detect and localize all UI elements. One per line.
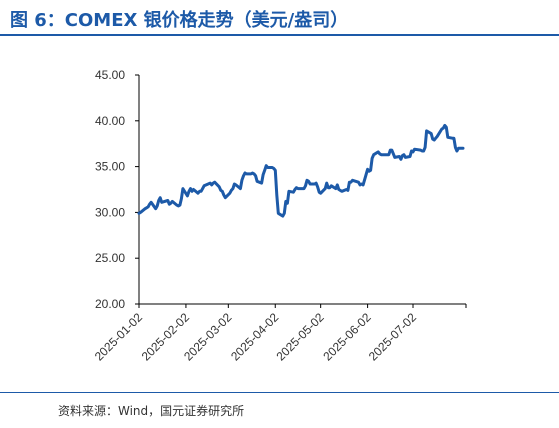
footer-divider [0, 392, 559, 393]
x-tick-label: 2025-01-02 [92, 310, 146, 364]
y-tick-label: 40.00 [95, 114, 125, 128]
x-axis: 2025-01-022025-02-022025-03-022025-04-02… [92, 303, 467, 364]
chart-title: 图 6：COMEX 银价格走势（美元/盎司） [10, 10, 349, 31]
source-note: 资料来源：Wind，国元证券研究所 [58, 404, 245, 418]
title-underline [0, 34, 559, 36]
y-tick-label: 30.00 [95, 205, 125, 219]
y-axis: 20.00 25.00 30.00 35.00 40.00 45.00 [95, 68, 140, 311]
silver-price-line [137, 123, 465, 218]
x-tick-label: 2025-07-02 [366, 310, 420, 364]
y-tick-label: 20.00 [95, 297, 125, 311]
x-tick-label: 2025-05-02 [273, 310, 327, 364]
y-tick-label: 35.00 [95, 160, 125, 174]
x-tick-label: 2025-06-02 [320, 310, 374, 364]
x-tick-label: 2025-04-02 [228, 310, 282, 364]
series-group [137, 123, 465, 218]
y-tick-label: 45.00 [95, 68, 125, 82]
y-tick-label: 25.00 [95, 251, 125, 265]
